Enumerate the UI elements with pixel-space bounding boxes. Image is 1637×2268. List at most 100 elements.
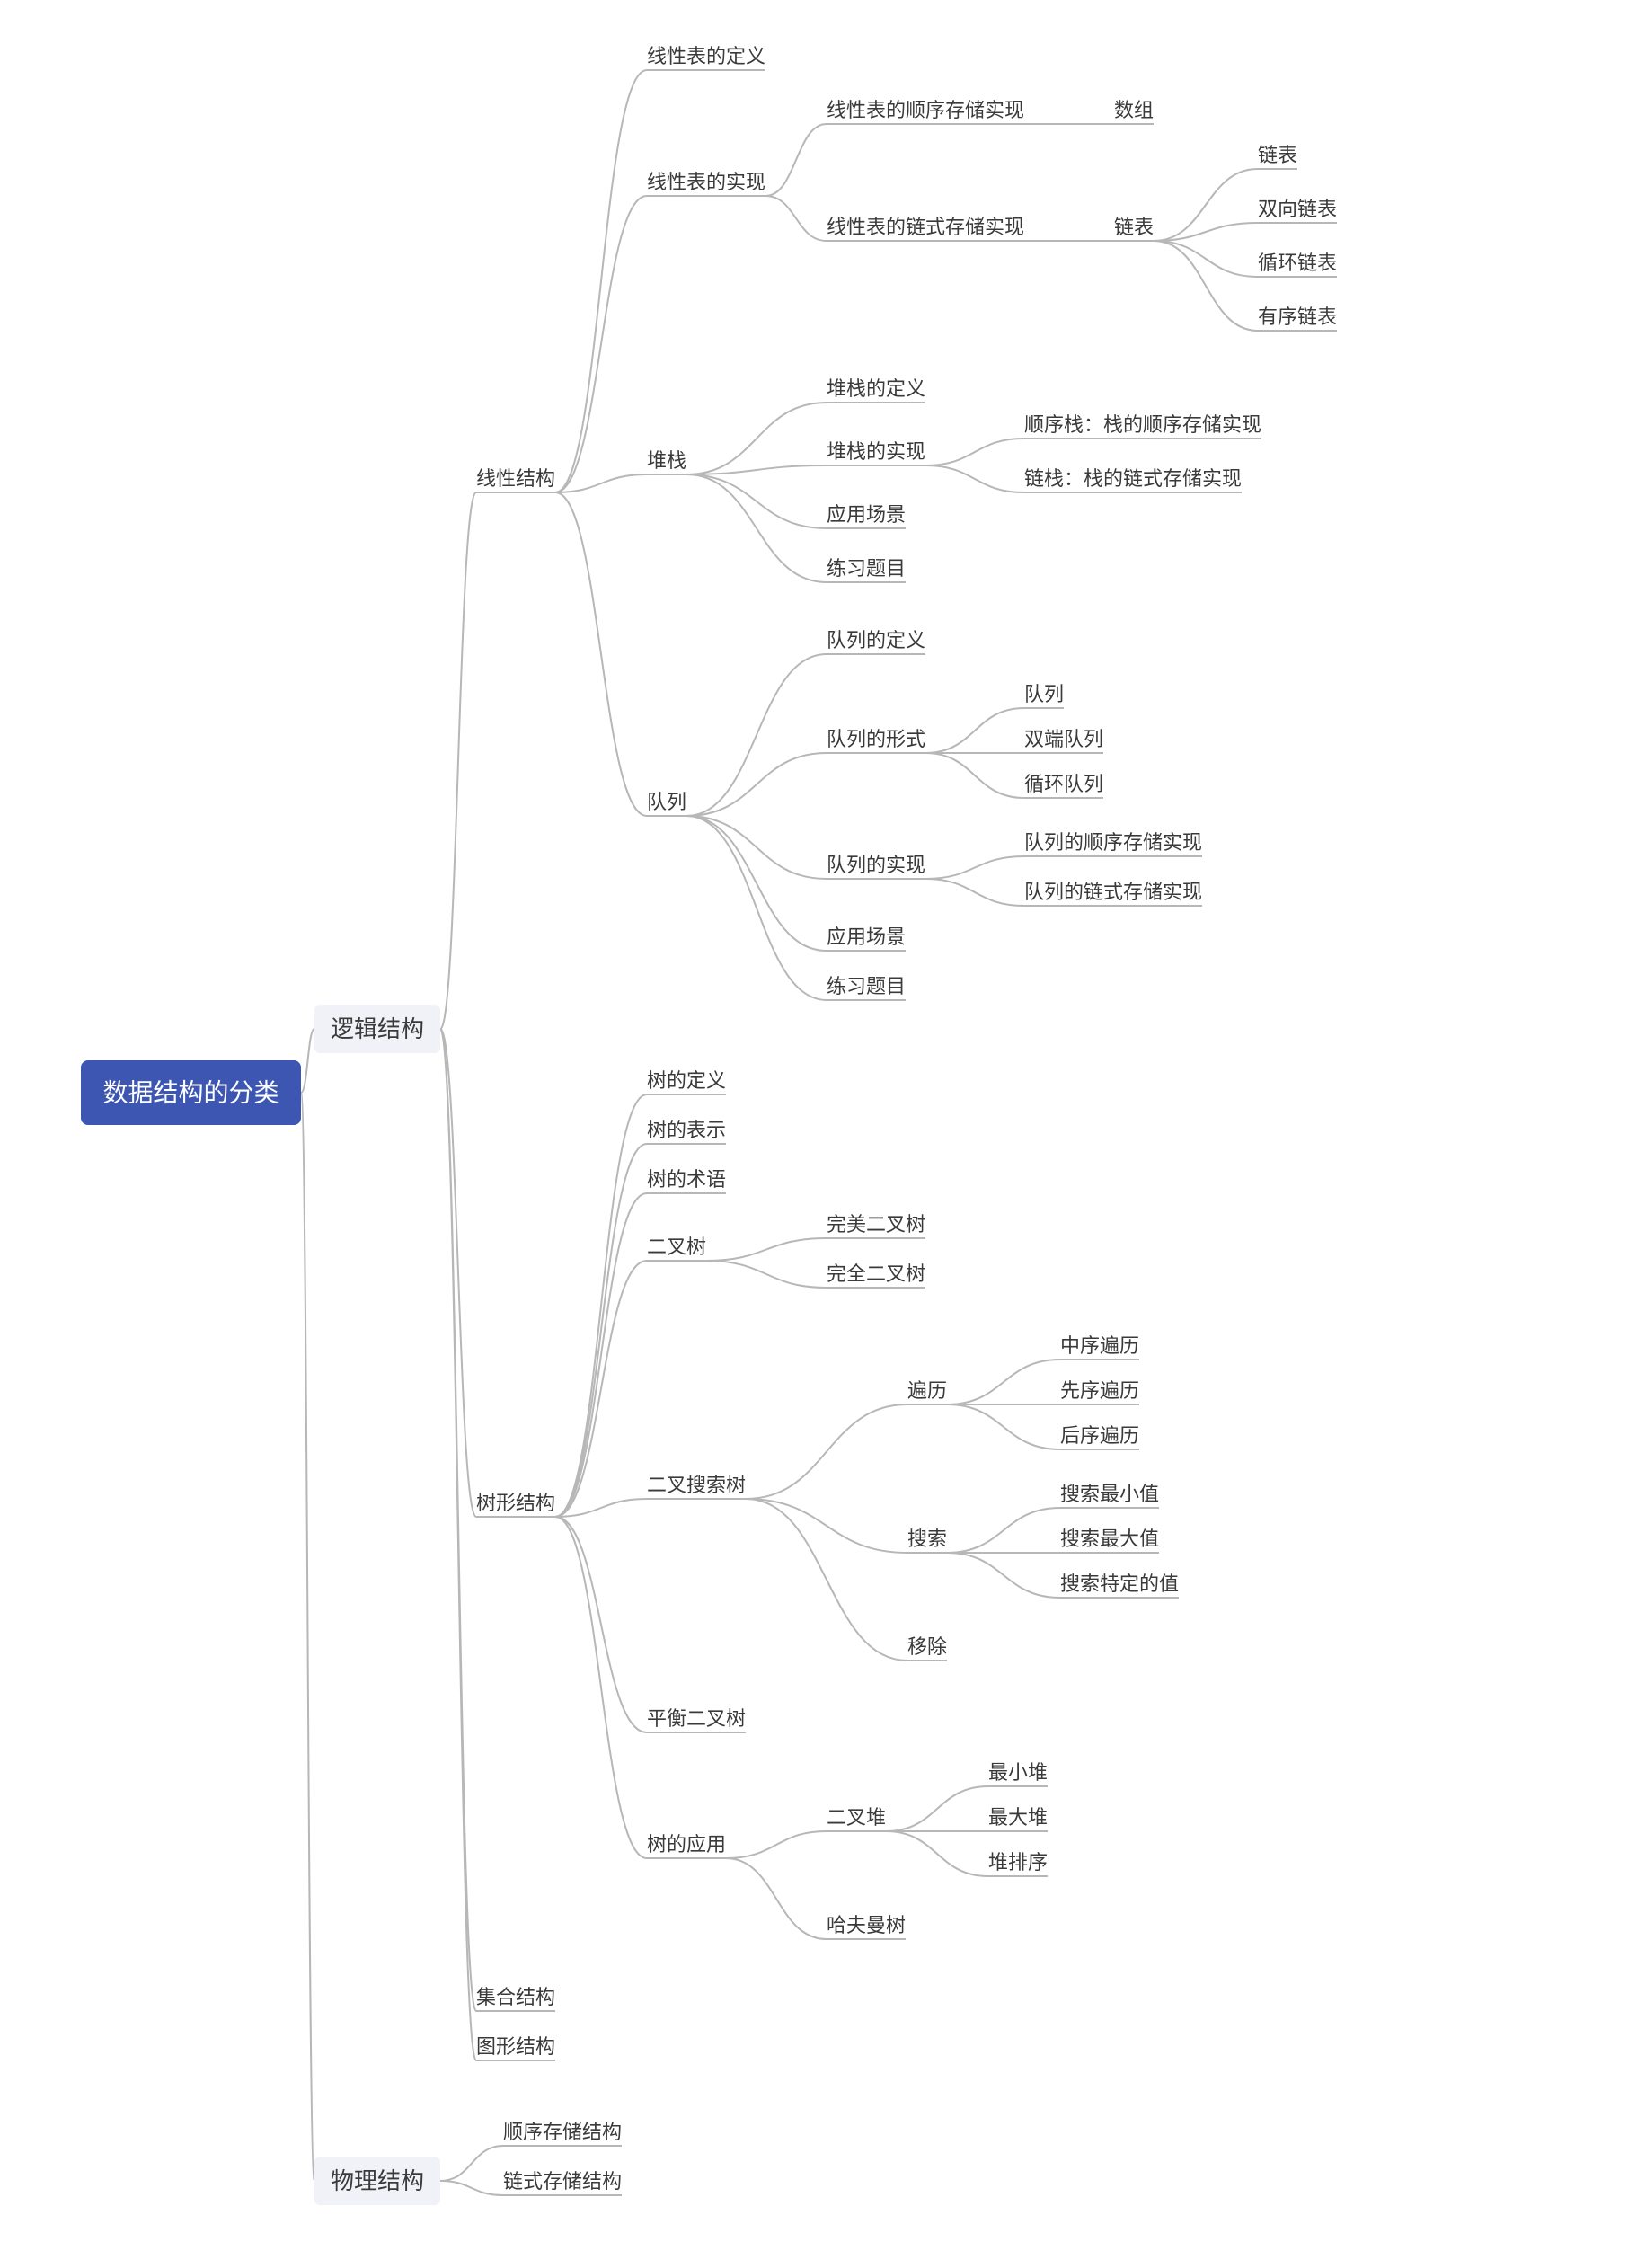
edge	[765, 196, 827, 241]
leaf-node: 顺序栈：栈的顺序存储实现	[1024, 413, 1261, 439]
node-label: 线性表的链式存储实现	[827, 216, 1024, 238]
node-label: 中序遍历	[1060, 1334, 1139, 1357]
node-label: 最大堆	[988, 1806, 1048, 1829]
node-label: 队列	[647, 791, 686, 813]
leaf-node: 最小堆	[988, 1761, 1048, 1786]
leaf-node: 二叉堆	[827, 1806, 886, 1831]
node-label: 二叉搜索树	[647, 1474, 746, 1496]
edge	[686, 753, 827, 816]
edge	[555, 1193, 647, 1517]
edge	[440, 492, 476, 1029]
node-label: 双向链表	[1258, 198, 1337, 220]
node-label: 二叉树	[647, 1236, 706, 1258]
edge	[925, 856, 1024, 879]
edges-layer	[301, 70, 1258, 2195]
leaf-node: 堆排序	[988, 1851, 1048, 1876]
leaf-node: 先序遍历	[1060, 1379, 1139, 1404]
leaf-node: 队列的顺序存储实现	[1024, 831, 1202, 856]
node-label: 后序遍历	[1060, 1424, 1139, 1447]
node-label: 链表	[1258, 144, 1297, 166]
leaf-node: 完全二叉树	[827, 1262, 925, 1288]
edge	[440, 2146, 503, 2181]
leaf-node: 有序链表	[1258, 306, 1337, 331]
node-label: 队列的实现	[827, 854, 925, 876]
edge	[686, 403, 827, 474]
edge	[925, 879, 1024, 906]
edge	[947, 1553, 1060, 1598]
leaf-node: 树的术语	[647, 1168, 726, 1193]
edge	[706, 1261, 827, 1288]
node-label: 链表	[1114, 216, 1154, 238]
leaf-node: 搜索最大值	[1060, 1528, 1159, 1553]
node-label: 树的术语	[647, 1168, 726, 1191]
leaf-node: 队列的实现	[827, 854, 925, 879]
leaf-node: 堆栈	[647, 449, 686, 474]
edge	[925, 753, 1024, 798]
edge	[1154, 241, 1258, 331]
leaf-node: 树形结构	[476, 1492, 555, 1517]
edge	[686, 474, 827, 582]
node-label: 最小堆	[988, 1761, 1048, 1784]
node-label: 练习题目	[827, 975, 906, 997]
edge	[726, 1858, 827, 1939]
edge	[555, 1517, 647, 1732]
leaf-node: 搜索最小值	[1060, 1483, 1159, 1508]
leaf-node: 队列的形式	[827, 728, 925, 753]
mindmap-diagram: 数据结构的分类逻辑结构线性结构线性表的定义线性表的实现线性表的顺序存储实现数组线…	[0, 0, 1637, 2268]
edge	[726, 1831, 827, 1858]
node-label: 堆栈	[647, 449, 686, 472]
node-label: 线性结构	[476, 467, 555, 490]
node-label: 顺序栈：栈的顺序存储实现	[1024, 413, 1261, 436]
node-label: 哈夫曼树	[827, 1914, 906, 1936]
edge	[686, 654, 827, 816]
node-label: 循环队列	[1024, 773, 1103, 795]
node-label: 双端队列	[1024, 728, 1103, 750]
node-label: 顺序存储结构	[503, 2121, 622, 2143]
leaf-node: 完美二叉树	[827, 1213, 925, 1238]
leaf-node: 堆栈的实现	[827, 440, 925, 465]
leaf-node: 二叉树	[647, 1236, 706, 1261]
leaf-node: 哈夫曼树	[827, 1914, 906, 1939]
node-label: 队列的链式存储实现	[1024, 881, 1202, 903]
node-label: 堆栈的定义	[827, 377, 925, 400]
edge	[686, 465, 827, 474]
node-label: 平衡二叉树	[647, 1707, 746, 1730]
leaf-node: 二叉搜索树	[647, 1474, 746, 1499]
node-label: 完美二叉树	[827, 1213, 925, 1236]
node-label: 图形结构	[476, 2035, 555, 2058]
leaf-node: 队列的链式存储实现	[1024, 881, 1202, 906]
edge	[686, 816, 827, 1000]
edge	[301, 1093, 314, 2181]
leaf-node: 线性表的顺序存储实现	[827, 99, 1024, 124]
node-label: 队列的定义	[827, 629, 925, 651]
edge	[686, 474, 827, 528]
node-label: 搜索	[907, 1528, 947, 1550]
edge	[947, 1404, 1060, 1449]
leaf-node: 队列	[1024, 683, 1064, 708]
edge	[947, 1360, 1060, 1404]
nodes-layer: 数据结构的分类逻辑结构线性结构线性表的定义线性表的实现线性表的顺序存储实现数组线…	[81, 45, 1337, 2205]
leaf-node: 链表	[1114, 216, 1154, 241]
edge	[686, 816, 827, 879]
node-label: 应用场景	[827, 503, 906, 526]
edge	[925, 708, 1024, 753]
edge	[947, 1508, 1060, 1553]
edge	[706, 1238, 827, 1261]
leaf-node: 移除	[907, 1635, 947, 1661]
edge	[440, 1029, 476, 2060]
edge	[555, 70, 647, 492]
leaf-node: 遍历	[907, 1379, 947, 1404]
node-label: 树的应用	[647, 1833, 726, 1856]
node-label: 循环链表	[1258, 252, 1337, 274]
edge	[746, 1499, 907, 1553]
edge	[1154, 241, 1258, 277]
leaf-node: 线性表的链式存储实现	[827, 216, 1024, 241]
leaf-node: 应用场景	[827, 926, 906, 951]
node-label: 搜索特定的值	[1060, 1573, 1179, 1595]
edge	[925, 465, 1024, 492]
root-label: 数据结构的分类	[102, 1079, 279, 1107]
leaf-node: 循环队列	[1024, 773, 1103, 798]
edge	[886, 1786, 988, 1831]
node-label: 线性表的顺序存储实现	[827, 99, 1024, 121]
node-label: 应用场景	[827, 926, 906, 948]
